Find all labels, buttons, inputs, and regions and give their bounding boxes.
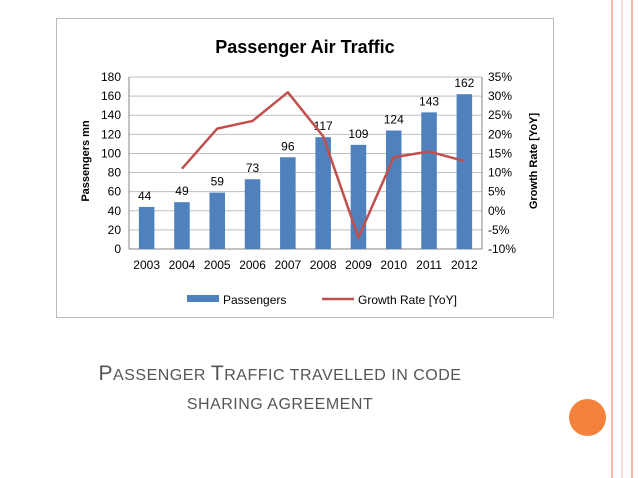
y2-tick-label: 25% [488,108,512,122]
y2-tick-label: 30% [488,89,512,103]
y-tick-label: 20 [108,223,122,237]
x-tick-label: 2010 [380,258,407,272]
y-tick-label: 100 [101,146,121,160]
y-axis-label: Passengers mn [80,120,92,202]
legend-swatch-passengers [187,295,219,302]
y2-tick-label: 15% [488,146,512,160]
y-tick-label: 180 [101,70,121,84]
x-tick-label: 2006 [239,258,266,272]
legend-label-passengers: Passengers [223,293,286,307]
slide-caption-line1: PASSENGER TRAFFIC TRAVELLED IN CODE [0,362,560,386]
y2-tick-label: 20% [488,127,512,141]
y-tick-label: 0 [114,242,121,256]
y-tick-label: 80 [108,166,122,180]
y2-tick-label: 0% [488,204,506,218]
caption-cap-p: P [98,362,114,385]
x-tick-label: 2003 [133,258,160,272]
bar-data-label: 44 [138,189,152,203]
chart-frame: Passenger Air Traffic Passengers mn Grow… [56,18,554,318]
bar-data-label: 73 [246,161,260,175]
bar [280,157,296,249]
x-tick-label: 2004 [169,258,196,272]
y2-tick-label: 35% [488,70,512,84]
bar-data-label: 59 [211,175,225,189]
x-tick-label: 2012 [451,258,478,272]
bar [138,206,155,249]
plot-area: 0 20 40 60 80 100 120 140 160 180 -10% -5% 0% 5% 10% 15… [101,70,516,272]
bar-data-label: 124 [384,113,404,127]
accent-dot [569,399,606,436]
bar-data-label: 49 [175,184,189,198]
x-tick-label: 2005 [204,258,231,272]
bar [421,112,437,249]
caption-text-passenger: ASSENGER [113,367,211,384]
bar [456,94,473,249]
x-tick-label: 2009 [345,258,372,272]
y2-axis-label: Growth Rate [YoY] [528,112,540,209]
y2-tick-label: 10% [488,166,512,180]
bar-data-label: 143 [419,94,439,108]
y-tick-label: 140 [101,108,121,122]
bar [350,144,367,249]
caption-text-traffic: RAFFIC TRAVELLED IN CODE [224,367,462,384]
legend-label-growth-rate: Growth Rate [YoY] [358,293,457,307]
bar [174,202,190,249]
bar [209,192,226,249]
bar-data-label: 96 [281,139,295,153]
chart-legend: Passengers Growth Rate [YoY] [187,293,457,307]
bar-data-label: 109 [348,127,368,141]
passenger-air-traffic-chart: Passenger Air Traffic Passengers mn Grow… [80,37,540,307]
bar [385,130,402,249]
caption-cap-t: T [210,362,225,385]
y2-tick-label: 5% [488,185,506,199]
slide-caption-line2: SHARING AGREEMENT [186,396,374,413]
x-tick-label: 2011 [416,258,442,272]
y-tick-label: 120 [101,127,121,141]
bar-data-label: 162 [454,76,474,90]
y2-tick-label: -5% [488,223,510,237]
edge-decoration [611,0,633,478]
y-tick-label: 60 [108,185,122,199]
x-tick-label: 2008 [310,258,337,272]
y-tick-label: 40 [108,204,122,218]
bar [244,179,261,249]
bar [315,137,331,249]
y2-tick-label: -10% [488,242,516,256]
chart-title: Passenger Air Traffic [215,37,394,57]
x-tick-label: 2007 [274,258,301,272]
growth-rate-line [181,91,465,239]
y-tick-label: 160 [101,89,121,103]
